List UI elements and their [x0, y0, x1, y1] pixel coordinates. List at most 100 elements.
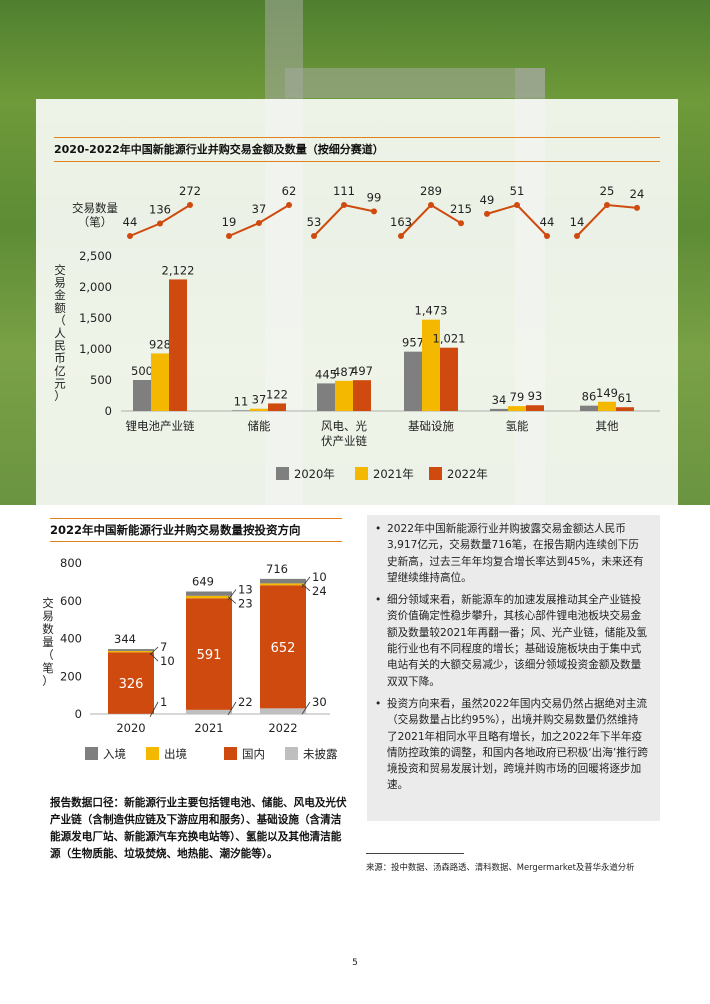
- amount-axis-label-char: 民: [54, 339, 66, 353]
- bullet-item: 2022年中国新能源行业并购披露交易金额达人民币3,917亿元，交易数量716笔…: [375, 521, 648, 586]
- count-point: [127, 233, 133, 239]
- amount-axis-label-char: （: [54, 313, 66, 327]
- count-data-label: 24: [630, 187, 645, 201]
- count-point: [286, 202, 292, 208]
- amount-bar: [353, 380, 371, 411]
- amount-bar: [169, 279, 187, 411]
- callout-label: 24: [312, 584, 327, 598]
- count-data-label: 49: [480, 193, 495, 207]
- category-label: 锂电池产业链: [126, 419, 195, 433]
- status-legend-label: 入境: [103, 747, 126, 761]
- scope-note: 报告数据口径：新能源行业主要包括锂电池、储能、风电及光伏产业链（含制造供应链及下…: [50, 797, 347, 860]
- count-axis-label-line: 交易数量: [72, 201, 118, 215]
- callout-leader: [301, 701, 311, 715]
- count-point: [226, 233, 232, 239]
- status-y-tick: 400: [60, 632, 82, 646]
- status-legend-label: 国内: [242, 747, 265, 761]
- amount-bar: [232, 410, 250, 411]
- domestic-label: 326: [119, 677, 144, 692]
- category-label: 储能: [248, 419, 271, 433]
- bullet-item: 细分领域来看，新能源车的加速发展推动其全产业链投资价值确定性稳步攀升，其核心部件…: [375, 592, 648, 690]
- amount-data-label: 1,021: [433, 332, 466, 346]
- legend-swatch: [429, 467, 442, 480]
- count-data-label: 62: [282, 184, 297, 198]
- domestic-label: 591: [197, 648, 222, 663]
- status-legend-label: 出境: [164, 747, 187, 761]
- hero-chart-panel: [36, 99, 678, 505]
- y-tick-label: 0: [105, 404, 112, 418]
- status-x-label: 2021: [194, 721, 223, 735]
- callout-label: 1: [160, 695, 167, 709]
- count-axis-label-line: （笔）: [78, 215, 113, 229]
- amount-axis-label-char: ）: [54, 389, 66, 403]
- status-segment: [260, 578, 306, 584]
- legend-label: 2020年: [294, 467, 335, 481]
- amount-data-label: 93: [528, 389, 543, 403]
- amount-data-label: 122: [266, 387, 288, 401]
- callout-label: 10: [160, 654, 175, 668]
- amount-axis-label-char: 额: [54, 301, 66, 315]
- status-ylabel-char: 易: [42, 609, 54, 623]
- callout-label: 13: [238, 583, 253, 597]
- status-legend-swatch: [146, 747, 159, 760]
- amount-axis-label-char: 交: [54, 263, 66, 277]
- amount-bar: [151, 353, 169, 411]
- domestic-label: 652: [271, 641, 296, 656]
- count-point: [514, 202, 520, 208]
- status-segment: [260, 585, 306, 709]
- status-ylabel: 交易数量（笔）: [42, 596, 54, 688]
- count-line: [313, 203, 375, 237]
- amount-data-label: 1,473: [415, 304, 448, 318]
- amount-bar: [404, 351, 422, 411]
- callout-leader: [149, 652, 159, 662]
- status-ylabel-char: ）: [42, 674, 54, 688]
- count-line: [576, 203, 638, 237]
- status-ylabel-char: （: [42, 648, 54, 662]
- bullet-item: 投资方向来看，虽然2022年国内交易仍然占据绝对主流（交易数量占比约95%），出…: [375, 696, 648, 794]
- count-data-label: 25: [600, 184, 615, 198]
- amount-data-label: 500: [131, 364, 153, 378]
- callout-label: 22: [238, 695, 253, 709]
- legend-swatch: [276, 467, 289, 480]
- count-point: [634, 204, 640, 211]
- count-line: [486, 203, 548, 237]
- count-data-label: 215: [450, 202, 472, 216]
- count-data-label: 53: [307, 215, 322, 229]
- status-segment: [260, 583, 306, 586]
- category-label: 其他: [596, 419, 619, 433]
- count-point: [458, 220, 464, 227]
- amount-bar: [335, 380, 353, 411]
- count-point: [574, 233, 580, 239]
- category-label: 基础设施: [408, 419, 454, 433]
- y-tick-label: 1,500: [79, 311, 112, 325]
- amount-data-label: 149: [596, 386, 618, 400]
- amount-axis-label-char: 人: [54, 326, 66, 340]
- amount-bar: [268, 403, 286, 411]
- count-data-label: 136: [149, 202, 171, 216]
- status-legend-swatch: [224, 747, 237, 760]
- status-segment: [108, 649, 154, 651]
- callout-label: 10: [312, 570, 327, 584]
- amount-data-label: 2,122: [162, 263, 195, 277]
- amount-axis-label-char: 元: [54, 376, 66, 390]
- amount-axis-label-char: 亿: [54, 364, 66, 378]
- summary-bullets: 2022年中国新能源行业并购披露交易金额达人民币3,917亿元，交易数量716笔…: [367, 515, 660, 821]
- amount-bar: [616, 407, 634, 411]
- callout-leader: [149, 701, 159, 718]
- y-tick-label: 2,000: [79, 280, 112, 294]
- count-point: [484, 210, 490, 217]
- count-point: [157, 220, 163, 227]
- amount-data-label: 487: [333, 365, 355, 379]
- amount-bar: [422, 319, 440, 411]
- category-label: 伏产业链: [321, 434, 367, 448]
- status-x-label: 2022: [268, 721, 297, 735]
- amount-data-label: 928: [149, 337, 171, 351]
- status-segment: [260, 708, 306, 714]
- status-ylabel-char: 数: [42, 622, 54, 636]
- hero-chart-title: 2020-2022年中国新能源行业并购交易金额及数量（按细分赛道）: [54, 141, 660, 162]
- amount-bar: [133, 380, 151, 411]
- status-segment: [186, 709, 232, 714]
- status-total-label: 716: [266, 562, 288, 576]
- amount-data-label: 497: [351, 364, 373, 378]
